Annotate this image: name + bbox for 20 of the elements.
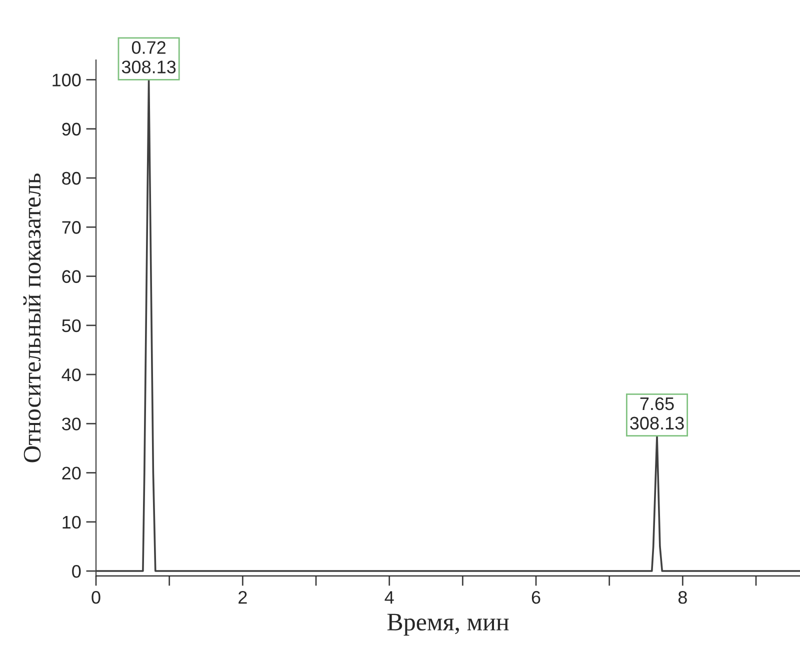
x-axis-title: Время, мин: [387, 614, 509, 636]
x-tick-label: 4: [384, 591, 394, 604]
y-tick-label: 10: [62, 516, 81, 529]
annotation: 7.65 308.13: [630, 397, 684, 430]
y-axis-title: Относительный показатель: [23, 173, 41, 462]
y-tick-label: 30: [62, 418, 81, 430]
y-tick-label: 40: [62, 368, 81, 382]
y-tick-label: 50: [62, 319, 81, 332]
y-tick-label: 90: [62, 122, 81, 136]
x-tick-label: 8: [678, 591, 687, 604]
y-tick-label: 80: [62, 172, 81, 185]
y-tick-label: 70: [62, 221, 81, 234]
y-tick-label: 60: [62, 270, 81, 283]
y-tick-label: 100: [52, 74, 81, 86]
annotation: 0.72 308.13: [122, 41, 176, 74]
y-tick-label: 0: [72, 564, 81, 578]
y-tick-label: 20: [62, 466, 81, 480]
x-tick-label: 0: [92, 591, 100, 604]
x-tick-label: 2: [238, 591, 247, 604]
x-tick-label: 6: [532, 591, 540, 604]
